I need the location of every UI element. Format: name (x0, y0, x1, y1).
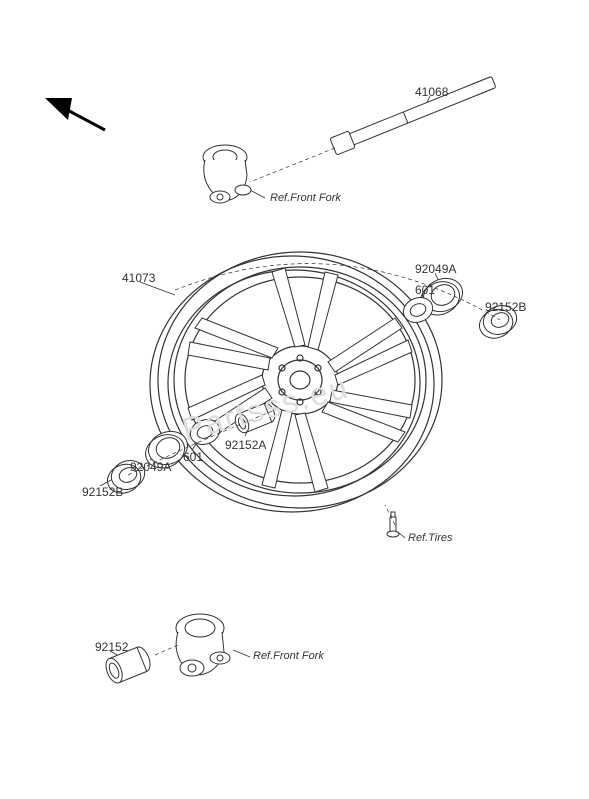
fork-mount-bottom (176, 614, 230, 676)
label-41068: 41068 (415, 85, 448, 99)
ref-tires: Ref.Tires (408, 532, 453, 544)
label-92152a: 92152A (225, 438, 266, 452)
ref-front-fork-top: Ref.Front Fork (270, 192, 341, 204)
label-92152: 92152 (95, 640, 128, 654)
fork-mount-top (203, 145, 251, 203)
label-601-l: 601 (183, 450, 203, 464)
parts-diagram: Partsss.eu 41068 41073 92049A 601 92152B… (0, 0, 589, 799)
direction-arrow (45, 98, 105, 130)
label-92049a-r: 92049A (415, 262, 456, 276)
tire-valve (387, 512, 399, 537)
wheel-assembly (150, 252, 442, 512)
diagram-svg (0, 0, 589, 799)
label-601-r: 601 (415, 283, 435, 297)
label-92049a-l: 92049A (130, 460, 171, 474)
ref-front-fork-bottom: Ref.Front Fork (253, 650, 324, 662)
axle-part (330, 74, 497, 155)
label-92152b-l: 92152B (82, 485, 123, 499)
label-41073: 41073 (122, 271, 155, 285)
label-92152b-r: 92152B (485, 300, 526, 314)
